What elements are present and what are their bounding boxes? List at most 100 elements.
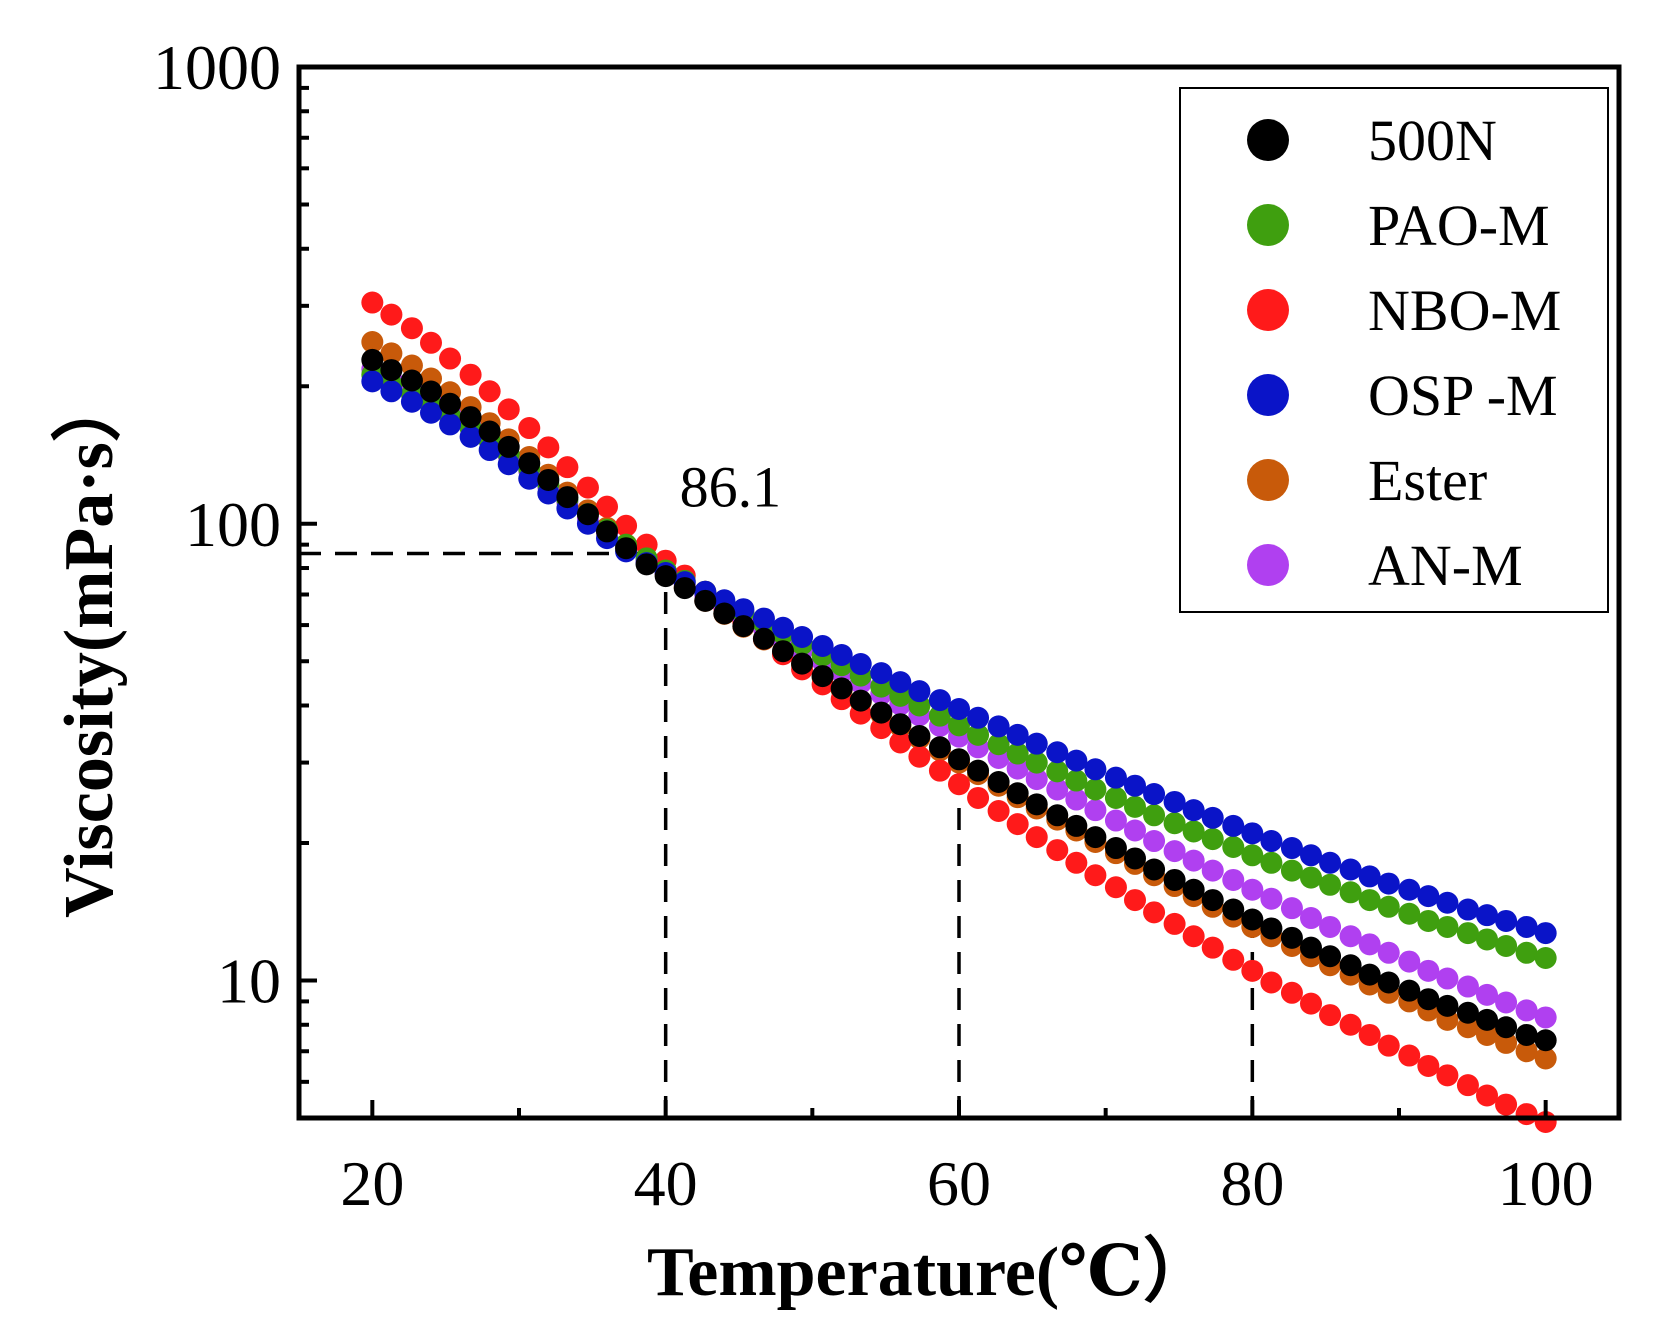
x-tick-label: 20 <box>340 1148 404 1219</box>
data-point-osp-m <box>752 607 775 630</box>
data-point-an-m <box>1456 975 1479 998</box>
x-axis-title: Temperature(℃） <box>647 1233 1213 1311</box>
data-point-nbo-m <box>987 800 1010 823</box>
data-point-nbo-m <box>889 731 912 754</box>
data-point-500n <box>1084 826 1107 849</box>
data-point-pao-m <box>1084 778 1107 801</box>
data-point-osp-m <box>497 453 520 476</box>
data-point-an-m <box>1495 991 1518 1014</box>
data-point-osp-m <box>811 634 834 657</box>
data-point-an-m <box>1201 859 1224 882</box>
data-point-nbo-m <box>1515 1103 1538 1126</box>
data-point-nbo-m <box>1436 1064 1459 1087</box>
data-point-500n <box>673 577 696 600</box>
data-point-pao-m <box>1222 836 1245 859</box>
y-tick-label: 1000 <box>153 32 281 103</box>
data-point-nbo-m <box>1417 1054 1440 1077</box>
data-point-an-m <box>1319 915 1342 938</box>
data-point-osp-m <box>948 698 970 721</box>
data-point-nbo-m <box>380 303 403 326</box>
data-point-pao-m <box>1143 804 1166 827</box>
data-point-nbo-m <box>928 759 951 782</box>
data-point-an-m <box>1300 907 1322 930</box>
data-point-osp-m <box>1398 878 1421 901</box>
data-point-500n <box>1456 1001 1479 1024</box>
data-point-nbo-m <box>439 347 462 370</box>
data-point-osp-m <box>732 598 755 621</box>
data-point-ester <box>1476 1023 1498 1046</box>
data-point-osp-m <box>928 689 951 712</box>
data-point-an-m <box>1084 799 1107 822</box>
data-point-500n <box>439 392 462 415</box>
data-point-ester <box>1495 1031 1518 1054</box>
legend-marker-an-m <box>1247 544 1289 586</box>
data-point-an-m <box>1358 933 1381 956</box>
data-point-osp-m <box>1025 732 1048 755</box>
data-point-osp-m <box>1182 799 1205 822</box>
data-point-nbo-m <box>1143 901 1166 924</box>
data-point-500n <box>713 602 736 625</box>
data-point-osp-m <box>967 706 990 729</box>
data-point-500n <box>654 565 677 588</box>
data-point-osp-m <box>1456 898 1479 921</box>
data-point-nbo-m <box>518 417 541 440</box>
data-point-nbo-m <box>1104 876 1127 899</box>
data-point-osp-m <box>1515 915 1538 938</box>
data-point-500n <box>1417 988 1440 1011</box>
data-point-500n <box>1534 1029 1557 1052</box>
x-tick-label: 80 <box>1220 1148 1284 1219</box>
data-point-pao-m <box>1280 859 1303 882</box>
data-point-osp-m <box>1222 814 1245 837</box>
data-point-nbo-m <box>497 398 520 421</box>
data-point-nbo-m <box>1124 889 1146 912</box>
legend-label-osp-m: OSP -M <box>1368 363 1558 428</box>
data-point-500n <box>752 627 775 650</box>
data-point-500n <box>987 771 1010 794</box>
data-point-500n <box>1339 954 1362 977</box>
data-point-pao-m <box>1046 760 1069 783</box>
data-point-pao-m <box>1065 769 1088 792</box>
data-point-osp-m <box>1300 844 1322 867</box>
data-point-pao-m <box>1339 881 1362 904</box>
data-point-osp-m <box>439 413 462 436</box>
data-point-an-m <box>1476 983 1498 1006</box>
data-point-an-m <box>1006 757 1029 780</box>
data-point-500n <box>811 665 834 688</box>
data-point-nbo-m <box>870 717 893 740</box>
data-point-osp-m <box>1377 872 1400 895</box>
data-point-500n <box>400 369 423 392</box>
data-point-500n <box>1495 1016 1518 1039</box>
data-point-nbo-m <box>948 773 970 796</box>
data-point-500n <box>1319 945 1342 968</box>
data-point-osp-m <box>400 390 423 413</box>
data-point-500n <box>732 615 755 638</box>
data-point-500n <box>1222 898 1245 921</box>
data-point-nbo-m <box>478 380 501 403</box>
data-point-nbo-m <box>537 436 560 459</box>
data-point-an-m <box>1143 830 1166 853</box>
data-point-nbo-m <box>1025 826 1048 849</box>
data-point-500n <box>1201 889 1224 912</box>
data-point-osp-m <box>1534 922 1557 945</box>
data-point-500n <box>1476 1008 1498 1031</box>
data-points <box>361 291 1557 1134</box>
data-point-osp-m <box>420 401 442 424</box>
data-point-500n <box>889 713 912 736</box>
annotations: 86.1 <box>680 454 782 519</box>
data-point-500n <box>1358 963 1381 986</box>
data-point-500n <box>1163 868 1186 891</box>
data-point-500n <box>420 380 442 403</box>
legend-box <box>1179 87 1609 613</box>
data-point-pao-m <box>1104 786 1127 809</box>
y-tick-label: 10 <box>217 946 281 1017</box>
legend-label-pao-m: PAO-M <box>1368 193 1550 258</box>
data-point-osp-m <box>772 616 794 639</box>
data-point-500n <box>908 725 931 748</box>
data-point-pao-m <box>1476 928 1498 951</box>
data-point-osp-m <box>1358 865 1381 888</box>
data-point-500n <box>1025 793 1048 816</box>
legend-label-ester: Ester <box>1368 448 1487 513</box>
legend-label-nbo-m: NBO-M <box>1368 278 1561 343</box>
data-point-an-m <box>1025 768 1048 791</box>
data-point-nbo-m <box>1280 981 1303 1004</box>
